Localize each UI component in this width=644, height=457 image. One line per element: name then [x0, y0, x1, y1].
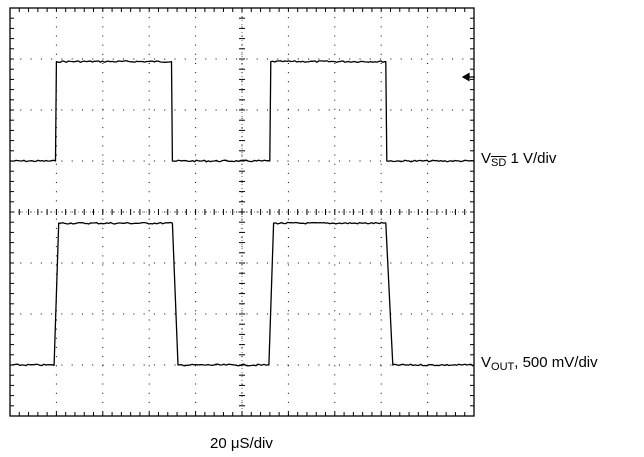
vsd-channel-label: VSD 1 V/div	[481, 150, 557, 169]
vout-channel-label: VOUT, 500 mV/div	[481, 354, 598, 373]
graticule-grid	[9, 7, 475, 417]
traces	[10, 60, 475, 367]
trace-vsd	[10, 60, 475, 163]
x-axis-label: 20 μS/div	[210, 435, 273, 452]
trigger-marker-icon	[461, 72, 475, 82]
trace-vout	[10, 221, 475, 367]
